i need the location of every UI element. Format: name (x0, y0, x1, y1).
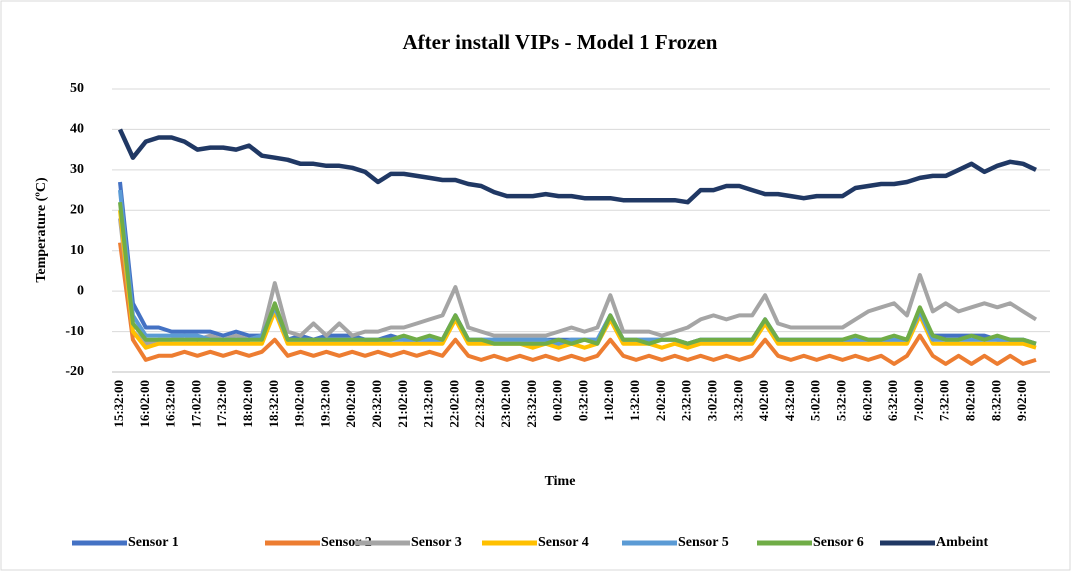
x-tick-label: 17:32:00 (214, 380, 229, 428)
legend-label: Sensor 3 (411, 535, 462, 550)
y-tick-label: 50 (70, 81, 84, 96)
series-line (117, 128, 1037, 205)
x-tick-label: 15:32:00 (111, 380, 126, 428)
series-line (118, 242, 1037, 366)
legend-label: Sensor 5 (678, 535, 729, 550)
x-tick-label: 7:32:00 (937, 380, 952, 421)
x-tick-label: 18:02:00 (240, 380, 255, 428)
y-tick-label: 0 (77, 283, 84, 298)
x-tick-label: 6:32:00 (885, 380, 900, 421)
x-tick-label: 8:02:00 (962, 380, 977, 421)
x-axis-label: Time (545, 474, 576, 489)
x-tick-label: 2:32:00 (679, 380, 694, 421)
chart-title: After install VIPs - Model 1 Frozen (403, 30, 718, 54)
legend-label: Sensor 2 (321, 535, 372, 550)
y-tick-label: 40 (70, 122, 84, 137)
x-tick-label: 3:32:00 (730, 380, 745, 421)
x-tick-label: 7:02:00 (911, 380, 926, 421)
legend-label: Sensor 1 (128, 535, 179, 550)
x-tick-label: 21:32:00 (421, 380, 436, 428)
x-tick-label: 2:02:00 (653, 380, 668, 421)
x-tick-label: 0:32:00 (575, 380, 590, 421)
x-tick-label: 21:02:00 (395, 380, 410, 428)
x-tick-label: 3:02:00 (704, 380, 719, 421)
x-tick-label: 19:32:00 (317, 380, 332, 428)
x-tick-label: 6:02:00 (859, 380, 874, 421)
x-tick-label: 20:32:00 (369, 380, 384, 428)
x-tick-label: 5:32:00 (833, 380, 848, 421)
legend-label: Sensor 6 (813, 535, 864, 550)
x-tick-label: 8:32:00 (988, 380, 1003, 421)
x-tick-label: 16:02:00 (137, 380, 152, 428)
legend-label: Sensor 4 (538, 535, 589, 550)
x-tick-label: 18:32:00 (266, 380, 281, 428)
y-axis-label: Temperature (ºC) (34, 177, 49, 283)
x-tick-label: 9:02:00 (1014, 380, 1029, 421)
y-tick-label: 20 (70, 203, 84, 218)
x-tick-label: 23:02:00 (498, 380, 513, 428)
y-tick-label: 10 (70, 243, 84, 258)
y-tick-label: 30 (70, 162, 84, 177)
x-tick-label: 17:02:00 (188, 380, 203, 428)
x-tick-label: 22:02:00 (446, 380, 461, 428)
series-line (118, 201, 1037, 346)
x-tick-label: 4:02:00 (756, 380, 771, 421)
x-tick-label: 19:02:00 (292, 380, 307, 428)
x-tick-label: 20:02:00 (343, 380, 358, 428)
x-tick-label: 22:32:00 (472, 380, 487, 428)
x-tick-label: 4:32:00 (782, 380, 797, 421)
x-tick-label: 16:32:00 (163, 380, 178, 428)
x-tick-label: 5:02:00 (808, 380, 823, 421)
y-tick-label: -10 (65, 324, 84, 339)
x-tick-label: 1:32:00 (627, 380, 642, 421)
series-line (118, 218, 1038, 346)
y-tick-label: -20 (65, 364, 84, 379)
legend-label: Ambeint (936, 535, 988, 550)
x-tick-label: 1:02:00 (601, 380, 616, 421)
x-tick-label: 0:02:00 (550, 380, 565, 421)
x-tick-label: 23:32:00 (524, 380, 539, 428)
